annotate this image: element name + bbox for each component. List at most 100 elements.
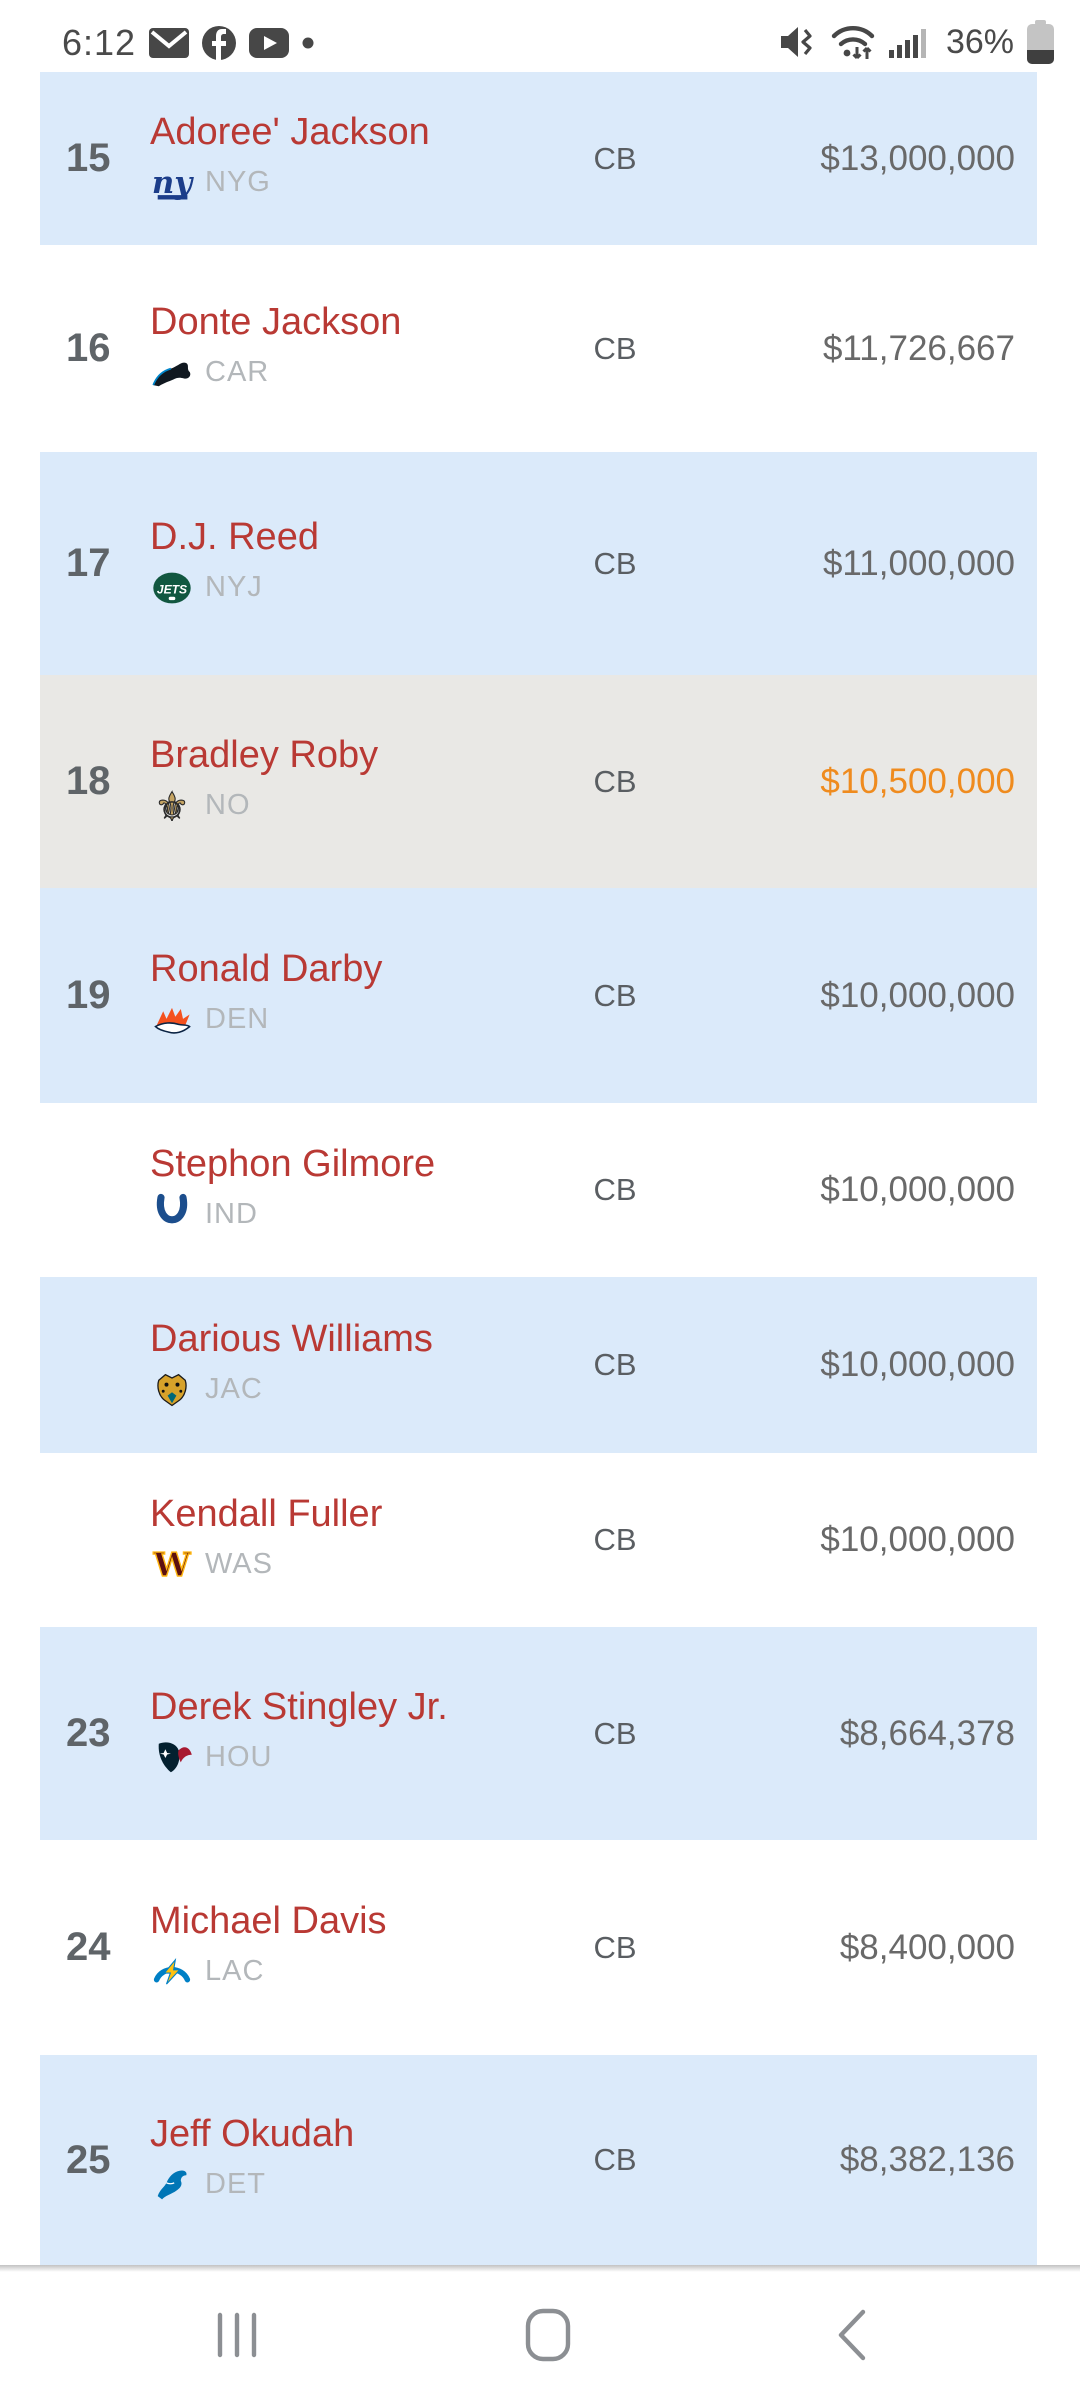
- position-cell: CB: [593, 763, 637, 799]
- wifi-icon: [831, 25, 875, 60]
- team-abbr: NO: [205, 789, 251, 822]
- team-line: IND: [150, 1192, 555, 1236]
- team-logo-icon: [150, 566, 194, 610]
- position-cell: CB: [593, 1172, 637, 1207]
- player-name-link[interactable]: Stephon Gilmore: [150, 1142, 436, 1185]
- position-cell: CB: [593, 330, 637, 366]
- team-abbr: DET: [205, 2167, 266, 2200]
- player-cell: Michael Davis LAC: [150, 1900, 555, 1994]
- team-logo-icon: [150, 998, 194, 1042]
- clock: 6:12: [62, 22, 137, 63]
- facebook-icon: [202, 26, 237, 60]
- player-cell: Kendall Fuller WAS: [150, 1492, 555, 1587]
- salary-cell: $11,726,667: [822, 328, 1015, 368]
- team-abbr: DEN: [205, 1003, 270, 1036]
- position-cell: CB: [593, 1347, 637, 1382]
- table-row[interactable]: 18 Bradley Roby NO CB $10,500,000: [40, 675, 1037, 888]
- player-cell: Jeff Okudah DET: [150, 2112, 555, 2207]
- team-abbr: NYG: [205, 166, 271, 199]
- recents-button[interactable]: [208, 2306, 266, 2364]
- mute-vibrate-icon: [780, 27, 812, 57]
- team-line: WAS: [150, 1542, 555, 1586]
- player-cell: Stephon Gilmore IND: [150, 1142, 555, 1237]
- position-cell: CB: [593, 1929, 637, 1965]
- player-name-link[interactable]: Jeff Okudah: [150, 2112, 355, 2155]
- team-abbr: WAS: [205, 1547, 273, 1580]
- player-cell: Darious Williams JAC: [150, 1317, 555, 1412]
- table-row[interactable]: 17 D.J. Reed NYJ CB $11,000,000: [40, 452, 1037, 675]
- salary-cell: $8,382,136: [839, 2140, 1015, 2179]
- team-logo-icon: [150, 1736, 194, 1780]
- salary-table: 15 Adoree' Jackson NYG CB $13,000,000 16…: [0, 72, 1080, 2265]
- youtube-icon: [249, 28, 290, 58]
- rank-cell: 17: [66, 541, 111, 585]
- email-icon: [149, 27, 190, 58]
- team-logo-icon: [150, 1950, 194, 1994]
- player-name-link[interactable]: Kendall Fuller: [150, 1492, 383, 1535]
- player-name-link[interactable]: Darious Williams: [150, 1317, 433, 1360]
- position-cell: CB: [593, 545, 637, 581]
- salary-cell: $10,000,000: [820, 1170, 1015, 1209]
- team-abbr: JAC: [205, 1372, 263, 1405]
- table-row[interactable]: Stephon Gilmore IND CB $10,000,000: [40, 1103, 1037, 1277]
- salary-cell: $10,000,000: [820, 1520, 1015, 1559]
- table-row[interactable]: Darious Williams JAC CB $10,000,000: [40, 1277, 1037, 1453]
- team-line: DEN: [150, 998, 555, 1042]
- position-cell: CB: [593, 1715, 637, 1751]
- rank-cell: 24: [66, 1925, 111, 1969]
- team-abbr: HOU: [205, 1741, 273, 1774]
- rank-cell: 18: [66, 759, 111, 803]
- salary-cell: $11,000,000: [822, 543, 1015, 583]
- nav-bar: [0, 2272, 1080, 2399]
- player-name-link[interactable]: Ronald Darby: [150, 948, 383, 991]
- player-cell: Bradley Roby NO: [150, 734, 555, 828]
- table-row[interactable]: 15 Adoree' Jackson NYG CB $13,000,000: [40, 72, 1037, 245]
- team-logo-icon: [150, 2162, 194, 2206]
- position-cell: CB: [593, 140, 637, 176]
- table-bottom-shadow: [0, 2265, 1080, 2272]
- player-name-link[interactable]: D.J. Reed: [150, 516, 319, 559]
- position-cell: CB: [593, 977, 637, 1013]
- player-cell: D.J. Reed NYJ: [150, 516, 555, 610]
- table-row[interactable]: 25 Jeff Okudah DET CB $8,382,136: [40, 2055, 1037, 2265]
- table-row[interactable]: 24 Michael Davis LAC CB $8,400,000: [40, 1840, 1037, 2055]
- signal-strength-icon: [888, 29, 926, 58]
- team-abbr: IND: [205, 1197, 258, 1230]
- home-button[interactable]: [519, 2306, 577, 2364]
- team-abbr: LAC: [205, 1955, 265, 1988]
- table-row[interactable]: Kendall Fuller WAS CB $10,000,000: [40, 1453, 1037, 1627]
- back-button[interactable]: [822, 2306, 880, 2364]
- player-name-link[interactable]: Donte Jackson: [150, 301, 402, 344]
- team-logo-icon: [150, 161, 194, 205]
- team-logo-icon: [150, 784, 194, 828]
- player-name-link[interactable]: Michael Davis: [150, 1900, 387, 1943]
- team-line: NO: [150, 784, 555, 828]
- position-cell: CB: [593, 2142, 637, 2177]
- team-logo-icon: [150, 1542, 194, 1586]
- player-name-link[interactable]: Derek Stingley Jr.: [150, 1686, 448, 1729]
- recents-icon: [217, 2312, 257, 2358]
- player-name-link[interactable]: Adoree' Jackson: [150, 111, 430, 154]
- salary-cell: $8,400,000: [839, 1927, 1015, 1967]
- status-bar-left: 6:12: [62, 22, 314, 64]
- team-logo-icon: [150, 1367, 194, 1411]
- table-row[interactable]: 19 Ronald Darby DEN CB $10,000,000: [40, 888, 1037, 1103]
- table-row[interactable]: 16 Donte Jackson CAR CB $11,726,667: [40, 245, 1037, 452]
- team-abbr: CAR: [205, 356, 270, 389]
- team-logo-icon: [150, 1192, 194, 1236]
- home-icon: [525, 2308, 571, 2362]
- team-line: LAC: [150, 1950, 555, 1994]
- team-line: CAR: [150, 351, 555, 395]
- team-line: JAC: [150, 1367, 555, 1411]
- status-bar: 6:12: [0, 0, 1080, 66]
- notification-dot-icon: [302, 37, 314, 49]
- team-line: HOU: [150, 1736, 555, 1780]
- salary-cell: $13,000,000: [820, 138, 1015, 178]
- table-row[interactable]: 23 Derek Stingley Jr. HOU CB $8,664,378: [40, 1627, 1037, 1840]
- position-cell: CB: [593, 1522, 637, 1557]
- team-line: NYJ: [150, 566, 555, 610]
- player-name-link[interactable]: Bradley Roby: [150, 734, 379, 777]
- team-logo-icon: [150, 351, 194, 395]
- salary-cell: $8,664,378: [839, 1713, 1015, 1753]
